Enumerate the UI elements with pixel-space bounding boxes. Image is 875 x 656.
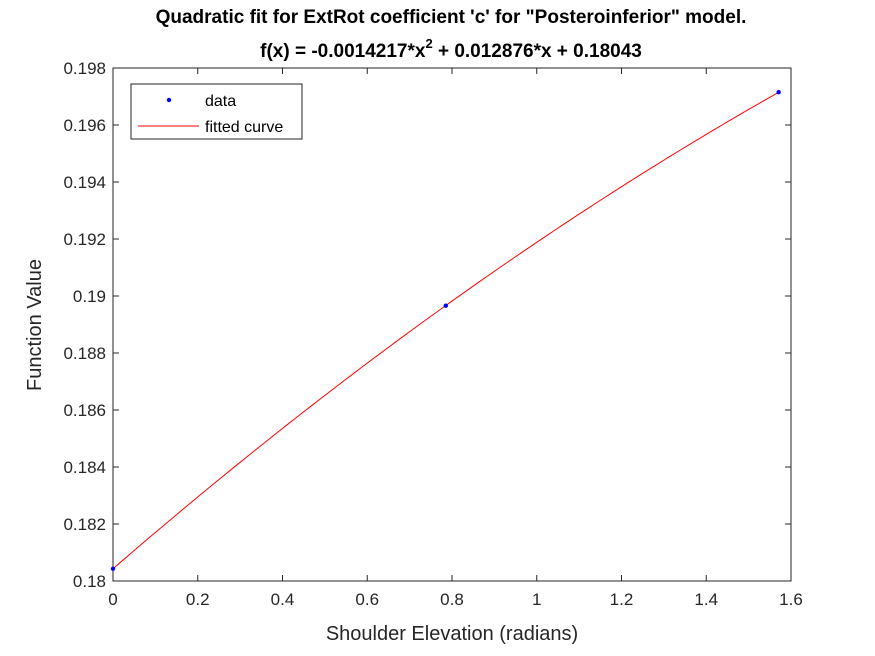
subtitle-prefix: f(x) = -0.0014217*x bbox=[260, 41, 426, 62]
legend-marker-data bbox=[166, 97, 172, 103]
series-layer bbox=[110, 90, 781, 571]
chart-title: Quadratic fit for ExtRot coefficient 'c'… bbox=[156, 7, 747, 28]
data-point bbox=[443, 303, 449, 308]
x-tick-label: 1.2 bbox=[610, 590, 634, 609]
y-tick-label: 0.192 bbox=[63, 230, 106, 249]
y-axis-label: Function Value bbox=[24, 259, 46, 391]
x-axis-ticks: 0 0.2 0.4 0.6 0.8 1 1.2 1.4 1.6 bbox=[108, 68, 803, 609]
x-tick-label: 0.4 bbox=[271, 590, 295, 609]
x-tick-label: 0.6 bbox=[355, 590, 379, 609]
y-tick-label: 0.194 bbox=[63, 173, 106, 192]
x-tick-label: 0.8 bbox=[440, 590, 464, 609]
data-point bbox=[776, 90, 781, 95]
legend-label-fitted-curve: fitted curve bbox=[205, 119, 283, 136]
y-axis-ticks: 0.18 0.182 0.184 0.186 0.188 0.19 0.192 0.194 0.… bbox=[63, 59, 791, 591]
plot-area bbox=[112, 67, 792, 582]
y-tick-label: 0.186 bbox=[63, 401, 106, 420]
x-tick-label: 1.6 bbox=[779, 590, 803, 609]
legend-box bbox=[130, 83, 303, 140]
x-tick-label: 1 bbox=[532, 590, 541, 609]
y-tick-label: 0.188 bbox=[63, 344, 106, 363]
y-tick-label: 0.18 bbox=[73, 572, 106, 591]
y-tick-label: 0.184 bbox=[63, 458, 106, 477]
y-tick-label: 0.182 bbox=[63, 515, 106, 534]
x-tick-label: 0 bbox=[108, 590, 117, 609]
y-tick-label: 0.198 bbox=[63, 59, 106, 78]
x-tick-label: 0.2 bbox=[186, 590, 210, 609]
legend-label-data: data bbox=[205, 93, 236, 110]
x-axis-label: Shoulder Elevation (radians) bbox=[326, 623, 578, 645]
x-tick-label: 1.4 bbox=[694, 590, 718, 609]
data-point bbox=[110, 566, 116, 571]
y-tick-label: 0.19 bbox=[73, 287, 106, 306]
chart-subtitle: f(x) = -0.0014217*x2 + 0.012876*x + 0.18… bbox=[260, 36, 642, 62]
subtitle-exponent: 2 bbox=[425, 36, 432, 51]
subtitle-suffix: + 0.012876*x + 0.18043 bbox=[433, 41, 642, 62]
legend: data fitted curve bbox=[130, 83, 303, 140]
y-tick-label: 0.196 bbox=[63, 116, 106, 135]
